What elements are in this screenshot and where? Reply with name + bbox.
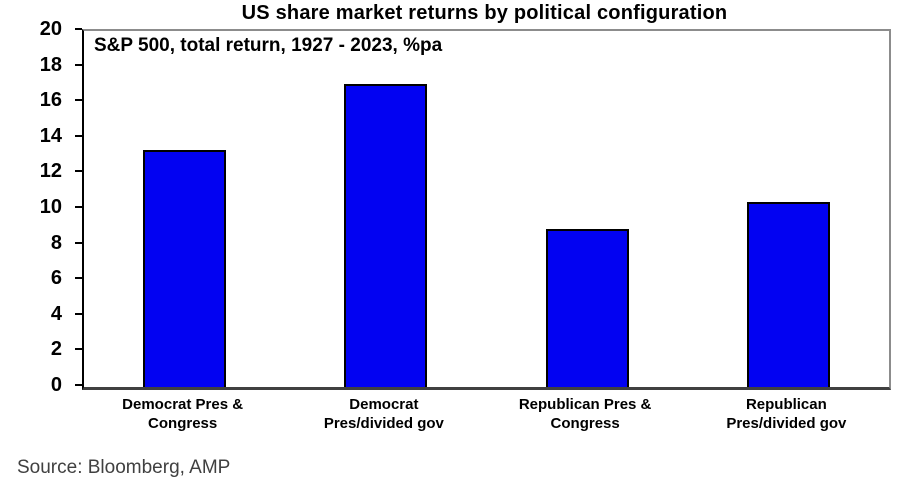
y-tick-mark-12 xyxy=(75,170,82,173)
y-tick-label-6: 6 xyxy=(50,267,62,290)
y-tick-label-2: 2 xyxy=(50,338,62,361)
chart-subtitle: S&P 500, total return, 1927 - 2023, %pa xyxy=(94,35,443,56)
x-category-label-1: Democrat Pres & Congress xyxy=(122,396,244,432)
y-tick-mark-8 xyxy=(75,241,82,244)
y-tick-label-18: 18 xyxy=(39,53,62,76)
x-category-label-4: Republican Pres/divided gov xyxy=(726,396,847,432)
plot-area: S&P 500, total return, 1927 - 2023, %pa xyxy=(82,29,891,390)
bar-3 xyxy=(545,228,629,387)
source-note: Source: Bloomberg, AMP xyxy=(17,457,231,478)
y-tick-label-4: 4 xyxy=(50,302,62,325)
y-tick-label-8: 8 xyxy=(50,231,62,254)
y-tick-label-12: 12 xyxy=(39,160,62,183)
y-tick-label-14: 14 xyxy=(39,124,62,147)
y-tick-mark-6 xyxy=(75,277,82,280)
x-category-label-2: Democrat Pres/divided gov xyxy=(323,396,444,432)
y-tick-mark-20 xyxy=(75,28,82,30)
bar-4 xyxy=(746,201,830,387)
y-tick-mark-0 xyxy=(75,384,82,386)
y-tick-mark-4 xyxy=(75,312,82,315)
x-category-label-3: Republican Pres & Congress xyxy=(518,396,652,432)
y-tick-label-16: 16 xyxy=(39,89,62,112)
y-tick-mark-10 xyxy=(75,206,82,208)
y-tick-mark-18 xyxy=(75,63,82,66)
bar-1 xyxy=(143,150,227,387)
y-tick-label-0: 0 xyxy=(50,374,62,396)
y-tick-label-20: 20 xyxy=(39,18,62,40)
y-tick-mark-2 xyxy=(75,348,82,351)
bar-2 xyxy=(344,84,428,387)
chart-title: US share market returns by political con… xyxy=(241,2,728,24)
y-tick-label-10: 10 xyxy=(39,196,62,218)
y-tick-mark-14 xyxy=(75,134,82,137)
y-tick-mark-16 xyxy=(75,99,82,102)
